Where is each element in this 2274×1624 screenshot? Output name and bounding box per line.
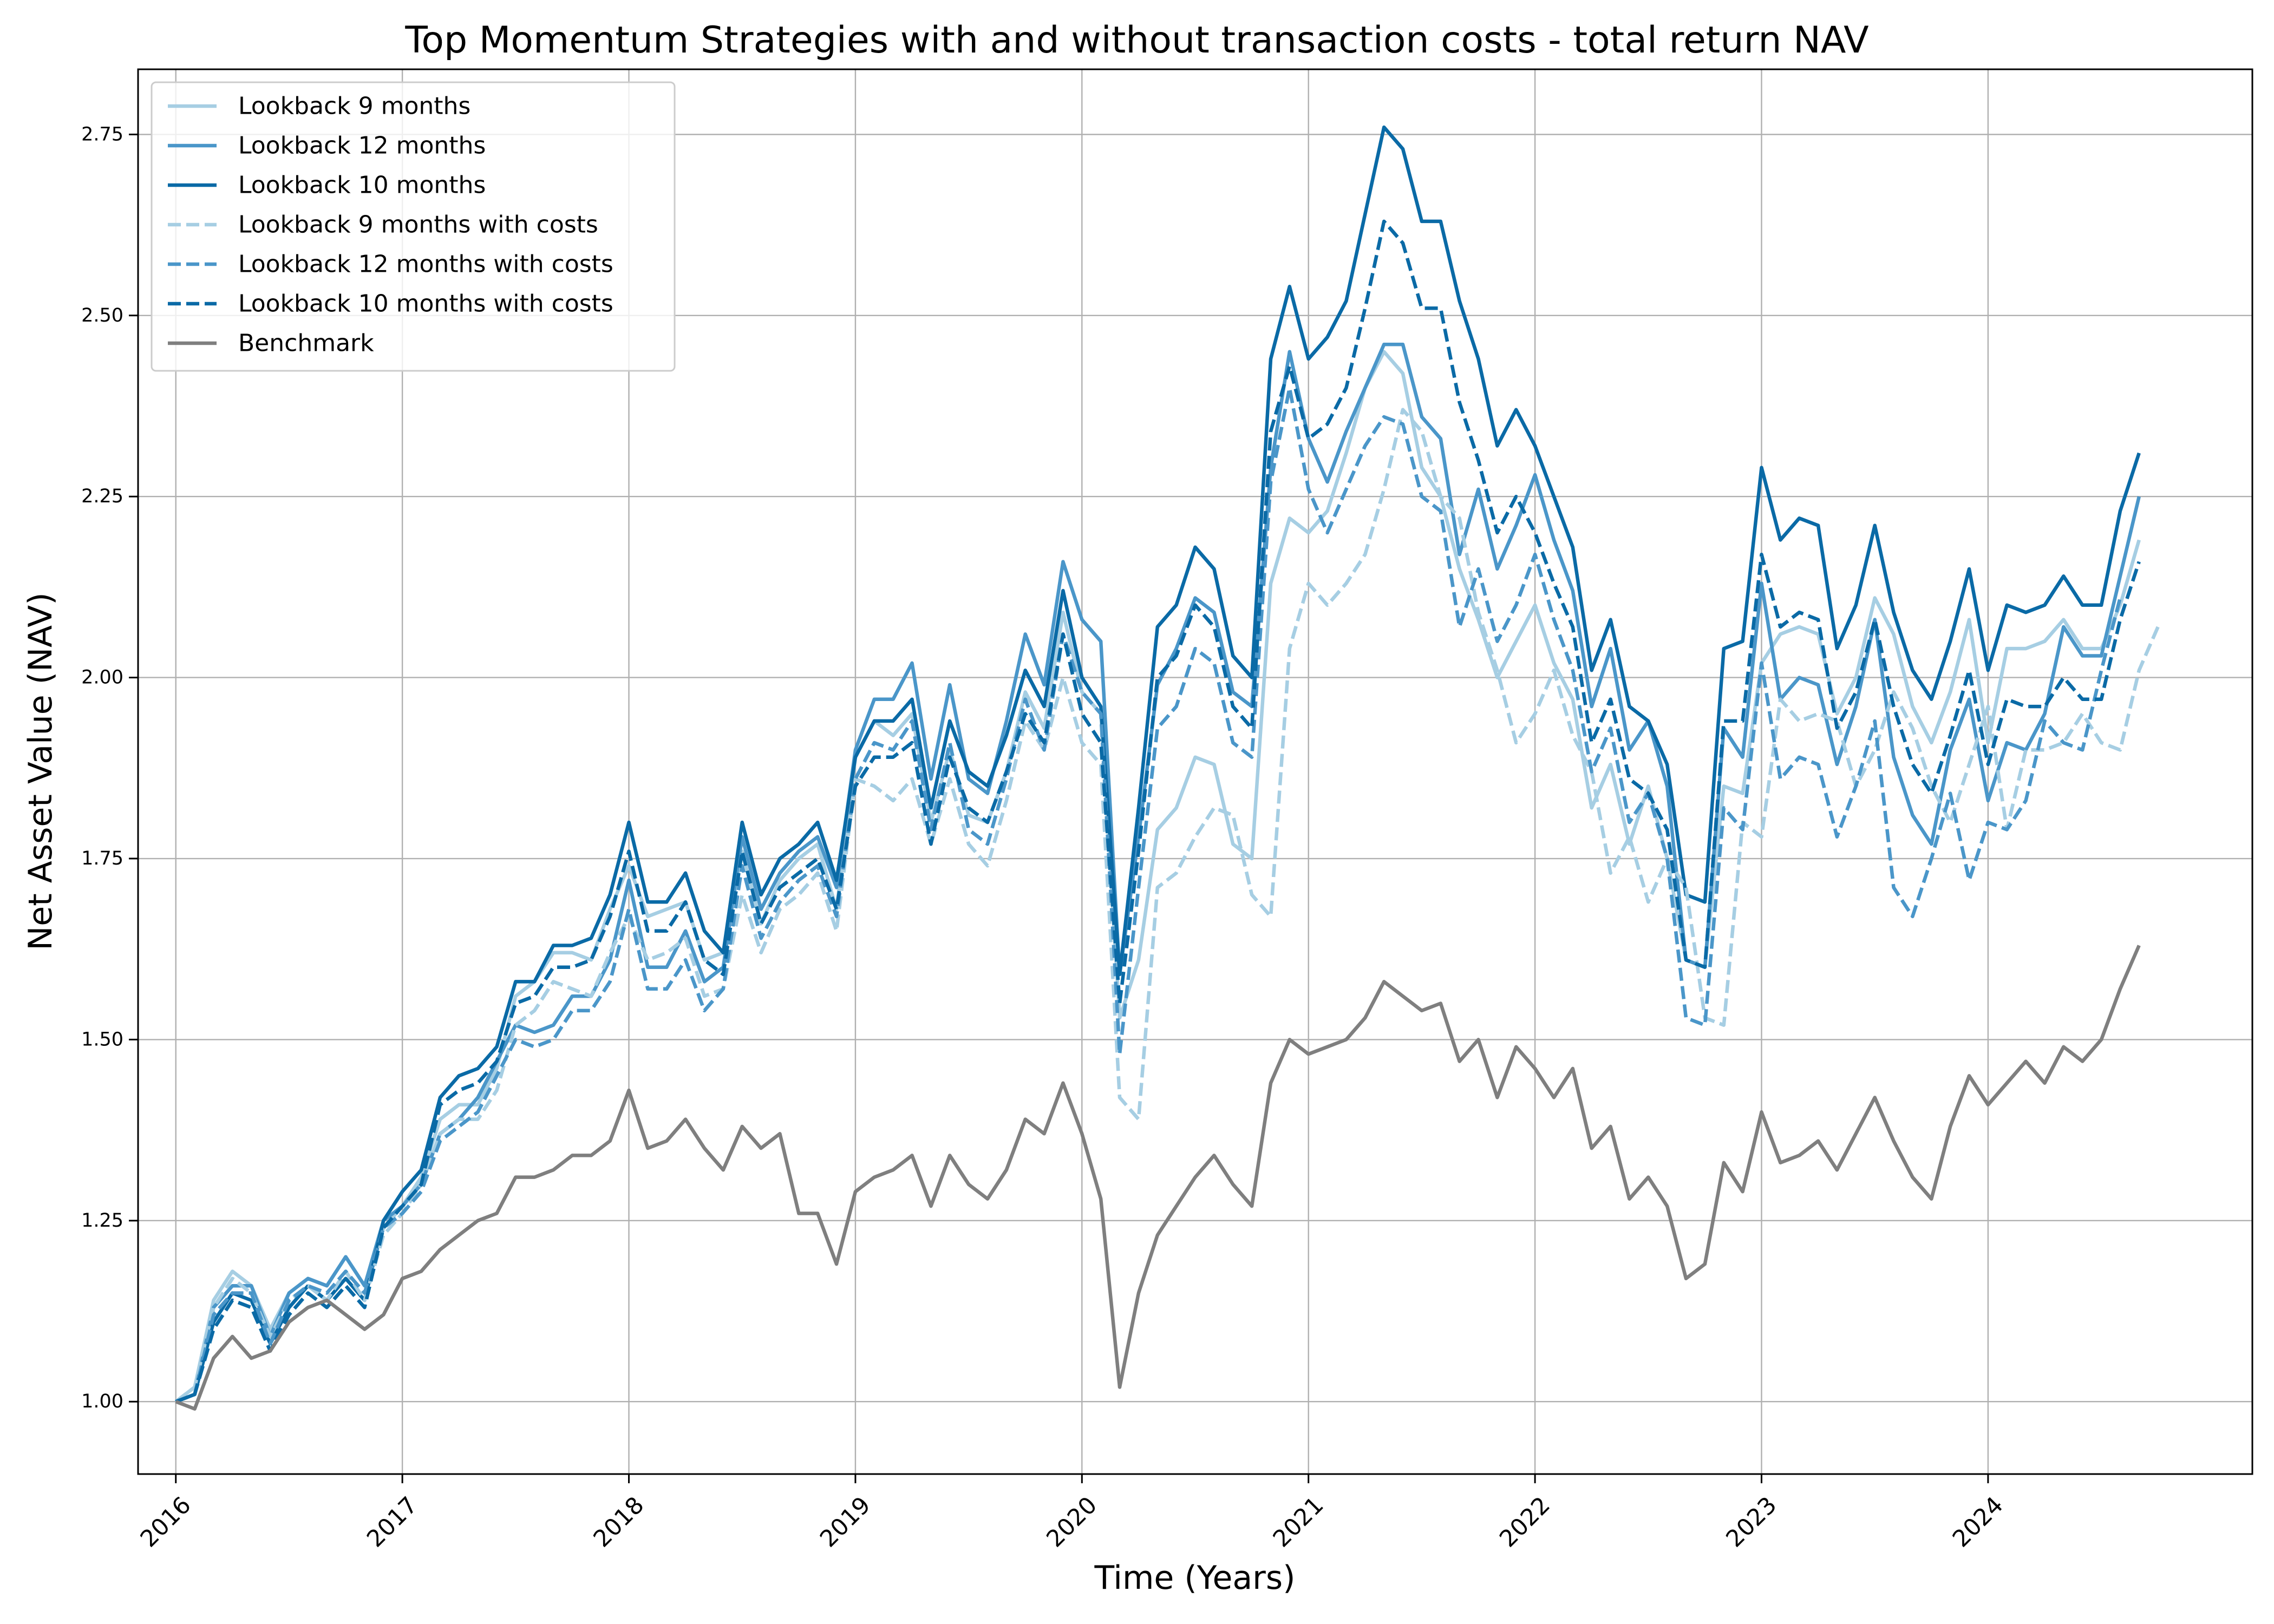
y-tick-label: 2.00 bbox=[81, 667, 123, 689]
y-tick-label: 2.50 bbox=[81, 305, 123, 326]
series-line-benchmark bbox=[175, 945, 2141, 1411]
y-axis-label: Net Asset Value (NAV) bbox=[22, 592, 60, 950]
legend-label: Lookback 12 months bbox=[238, 132, 486, 160]
series-lines bbox=[174, 125, 2160, 1411]
y-tick-label: 1.25 bbox=[81, 1210, 123, 1232]
x-axis-label: Time (Years) bbox=[1094, 1559, 1295, 1597]
y-tick-label: 1.50 bbox=[81, 1029, 123, 1050]
legend-label: Lookback 10 months with costs bbox=[238, 290, 613, 318]
legend-label: Lookback 9 months with costs bbox=[238, 211, 598, 239]
legend-label: Benchmark bbox=[238, 330, 374, 357]
legend-box bbox=[151, 81, 676, 372]
y-tick-label: 2.25 bbox=[81, 486, 123, 507]
y-tick-label: 1.75 bbox=[81, 848, 123, 869]
series-line-lookback-10-months bbox=[175, 125, 2141, 1404]
legend-label: Lookback 12 months with costs bbox=[238, 251, 613, 278]
series-line-lookback-12-months-with-costs bbox=[175, 386, 2122, 1404]
series-line-lookback-10-months-with-costs bbox=[175, 219, 2141, 1404]
y-tick-label: 1.00 bbox=[81, 1391, 123, 1412]
chart-title: Top Momentum Strategies with and without… bbox=[404, 19, 1868, 62]
y-tick-label: 2.75 bbox=[81, 123, 123, 145]
plot-frame bbox=[137, 68, 2253, 1475]
legend: Lookback 9 months Lookback 12 months Lookb… bbox=[151, 81, 676, 372]
legend-label: Lookback 10 months bbox=[238, 172, 486, 199]
legend-label: Lookback 9 months bbox=[238, 93, 471, 120]
